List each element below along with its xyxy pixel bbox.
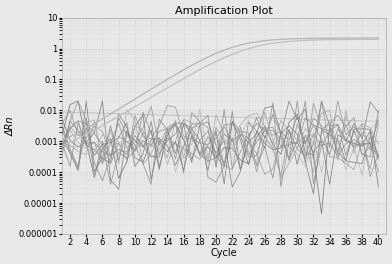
- Y-axis label: ΔRn: ΔRn: [5, 116, 16, 135]
- Title: Amplification Plot: Amplification Plot: [175, 6, 273, 16]
- X-axis label: Cycle: Cycle: [211, 248, 238, 258]
